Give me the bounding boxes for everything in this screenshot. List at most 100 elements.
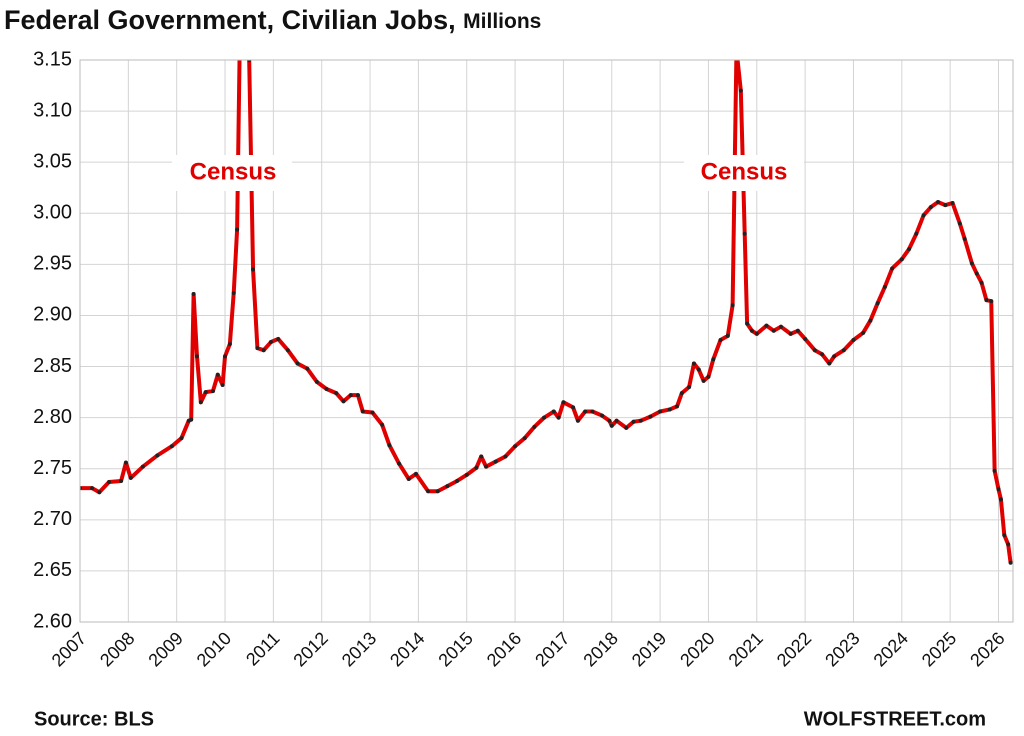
data-point: [191, 291, 196, 296]
x-tick-label: 2008: [96, 628, 138, 670]
data-point: [261, 348, 266, 353]
data-point: [832, 354, 837, 359]
data-point: [107, 480, 112, 485]
annotation: Census: [190, 158, 277, 185]
data-point: [691, 361, 696, 366]
data-point: [607, 418, 612, 423]
data-point: [571, 405, 576, 410]
data-point: [778, 324, 783, 329]
y-tick-label: 2.70: [33, 508, 72, 530]
data-point: [179, 436, 184, 441]
title-unit: Millions: [463, 10, 541, 33]
data-point: [90, 486, 95, 491]
data-point: [590, 409, 595, 414]
data-point: [738, 88, 743, 93]
data-point: [890, 266, 895, 271]
data-point: [251, 267, 256, 272]
data-point: [614, 418, 619, 423]
data-point: [734, 48, 738, 52]
data-point: [387, 443, 392, 448]
credit: WOLFSTREET.com: [804, 708, 986, 730]
data-point: [397, 461, 402, 466]
y-tick-label: 2.60: [33, 610, 72, 632]
annotation-bg: [172, 155, 292, 191]
data-point: [360, 409, 365, 414]
data-point: [795, 328, 800, 333]
y-tick-label: 3.10: [33, 99, 72, 121]
x-tick-label: 2020: [676, 628, 718, 670]
x-tick-label: 2025: [918, 628, 960, 670]
data-point: [194, 354, 199, 359]
x-tick-label: 2018: [579, 628, 621, 670]
data-point: [742, 231, 747, 236]
data-point: [119, 478, 124, 483]
data-point: [155, 453, 160, 458]
data-point: [974, 271, 979, 276]
data-point: [631, 419, 636, 424]
data-point: [998, 497, 1003, 502]
data-point: [827, 361, 832, 366]
data-point: [583, 409, 588, 414]
x-tick-label: 2023: [821, 628, 863, 670]
data-point: [992, 468, 997, 473]
data-point: [861, 330, 866, 335]
data-point: [936, 200, 941, 205]
data-point: [479, 454, 484, 459]
data-point: [658, 409, 663, 414]
data-point: [771, 328, 776, 333]
data-point: [220, 382, 225, 387]
data-point: [169, 444, 174, 449]
y-tick-label: 3.00: [33, 202, 72, 224]
data-point: [341, 399, 346, 404]
data-point: [305, 366, 310, 371]
x-tick-label: 2014: [386, 628, 428, 670]
data-point: [231, 290, 236, 295]
data-point: [561, 400, 566, 405]
source: Source: BLS: [34, 708, 154, 730]
data-point: [1002, 533, 1007, 538]
data-point: [285, 348, 290, 353]
data-point: [875, 301, 880, 306]
data-point: [921, 213, 926, 218]
data-point: [638, 418, 643, 423]
y-tick-label: 3.15: [33, 48, 72, 70]
data-point: [687, 384, 692, 389]
data-point: [1006, 542, 1011, 547]
data-point: [749, 328, 754, 333]
data-point: [624, 425, 629, 430]
data-point: [907, 247, 912, 252]
data-point: [227, 342, 232, 347]
data-point: [355, 393, 360, 398]
data-point: [706, 374, 711, 379]
data-point: [969, 261, 974, 266]
data-point: [957, 221, 962, 226]
data-point: [203, 390, 208, 395]
x-tick-label: 2016: [483, 628, 525, 670]
data-point: [334, 391, 339, 396]
data-point: [348, 393, 353, 398]
data-point: [223, 354, 228, 359]
data-point: [701, 378, 706, 383]
data-point: [532, 424, 537, 429]
data-point: [943, 203, 948, 208]
x-tick-label: 2026: [966, 628, 1008, 670]
data-point: [841, 348, 846, 353]
data-point: [950, 201, 955, 206]
data-point: [276, 336, 281, 341]
data-point: [455, 478, 460, 483]
data-point: [675, 404, 680, 409]
data-point: [667, 407, 672, 412]
y-tick-label: 2.65: [33, 559, 72, 581]
title-main: Federal Government, Civilian Jobs,: [4, 5, 456, 35]
data-point: [725, 333, 730, 338]
data-point: [464, 472, 469, 477]
data-point: [803, 336, 808, 341]
data-point: [235, 227, 240, 232]
data-point: [679, 391, 684, 396]
data-point: [435, 489, 440, 494]
data-point: [1008, 560, 1013, 565]
x-tick-label: 2024: [870, 628, 912, 670]
x-tick-label: 2010: [193, 628, 235, 670]
data-point: [474, 465, 479, 470]
